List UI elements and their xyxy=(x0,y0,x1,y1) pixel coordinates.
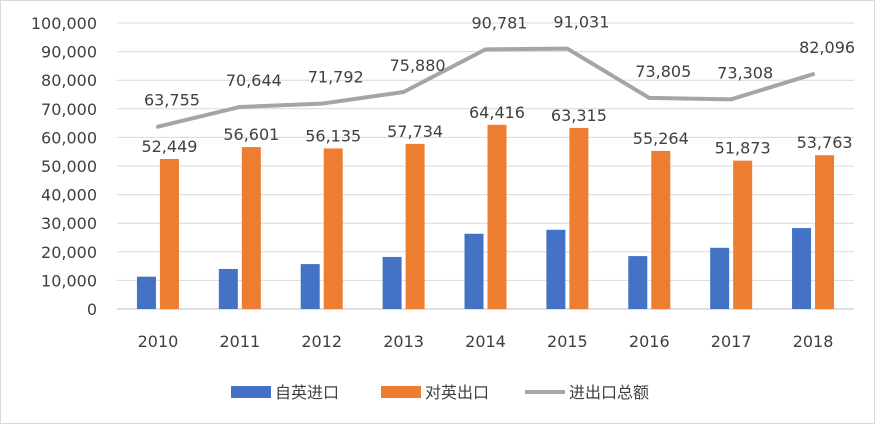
y-tick-label: 10,000 xyxy=(41,271,97,290)
bar-export xyxy=(488,125,507,309)
legend-label: 对英出口 xyxy=(425,383,489,402)
bar-data-label: 51,873 xyxy=(715,139,771,158)
bar-export xyxy=(651,151,670,309)
x-axis: 2010 2011 2012 2013 2014 2015 2016 2017 2018 xyxy=(138,332,834,351)
bar-data-label: 57,734 xyxy=(387,122,443,141)
line-data-label: 73,805 xyxy=(635,62,691,81)
y-tick-label: 100,000 xyxy=(31,14,97,33)
y-tick-label: 80,000 xyxy=(41,71,97,90)
bar-import xyxy=(137,277,156,309)
bar-import xyxy=(546,230,565,309)
y-tick-label: 60,000 xyxy=(41,128,97,147)
line-data-label: 71,792 xyxy=(308,68,364,87)
bar-data-label: 56,135 xyxy=(305,126,361,145)
bar-import xyxy=(792,228,811,309)
x-tick-label: 2015 xyxy=(547,332,588,351)
bar-data-label: 52,449 xyxy=(141,137,197,156)
legend-label: 进出口总额 xyxy=(569,383,649,402)
line-data-label: 75,880 xyxy=(390,56,446,75)
bar-export xyxy=(324,148,343,309)
x-tick-label: 2016 xyxy=(629,332,670,351)
y-tick-label: 40,000 xyxy=(41,186,97,205)
bar-import xyxy=(301,264,320,309)
bar-data-label: 55,264 xyxy=(633,129,689,148)
y-tick-label: 30,000 xyxy=(41,214,97,233)
bar-export xyxy=(406,144,425,309)
bar-import xyxy=(465,234,484,309)
x-tick-label: 2011 xyxy=(219,332,260,351)
bar-export xyxy=(242,147,261,309)
bar-import xyxy=(710,248,729,309)
x-tick-label: 2013 xyxy=(383,332,424,351)
bar-export xyxy=(569,128,588,309)
y-tick-label: 90,000 xyxy=(41,43,97,62)
legend-label: 自英进口 xyxy=(275,383,339,402)
line-data-label: 73,308 xyxy=(717,63,773,82)
bar-import xyxy=(628,256,647,309)
line-data-label: 91,031 xyxy=(553,13,609,32)
y-axis: 0 10,000 20,000 30,000 40,000 50,000 60,000 70,… xyxy=(31,14,97,319)
bar-data-label: 53,763 xyxy=(797,133,853,152)
bar-import xyxy=(383,257,402,309)
bar-import xyxy=(219,269,238,309)
bar-export xyxy=(815,155,834,309)
bar-export xyxy=(733,161,752,309)
y-tick-label: 20,000 xyxy=(41,243,97,262)
line-data-label: 70,644 xyxy=(226,71,282,90)
x-tick-label: 2018 xyxy=(793,332,834,351)
line-data-label: 63,755 xyxy=(144,91,200,110)
y-tick-label: 0 xyxy=(87,300,97,319)
x-tick-label: 2017 xyxy=(711,332,752,351)
legend: 自英进口 对英出口 进出口总额 xyxy=(231,383,649,402)
legend-swatch xyxy=(231,386,271,398)
y-tick-label: 70,000 xyxy=(41,100,97,119)
x-tick-label: 2012 xyxy=(301,332,342,351)
bar-data-label: 63,315 xyxy=(551,106,607,125)
line-data-label: 90,781 xyxy=(472,13,528,32)
legend-swatch xyxy=(381,386,421,398)
bar-data-label: 64,416 xyxy=(469,103,525,122)
bar-data-label: 56,601 xyxy=(223,125,279,144)
y-tick-label: 50,000 xyxy=(41,157,97,176)
x-tick-label: 2010 xyxy=(138,332,179,351)
bar-export xyxy=(160,159,179,309)
x-tick-label: 2014 xyxy=(465,332,506,351)
line-data-label: 82,096 xyxy=(799,38,855,57)
